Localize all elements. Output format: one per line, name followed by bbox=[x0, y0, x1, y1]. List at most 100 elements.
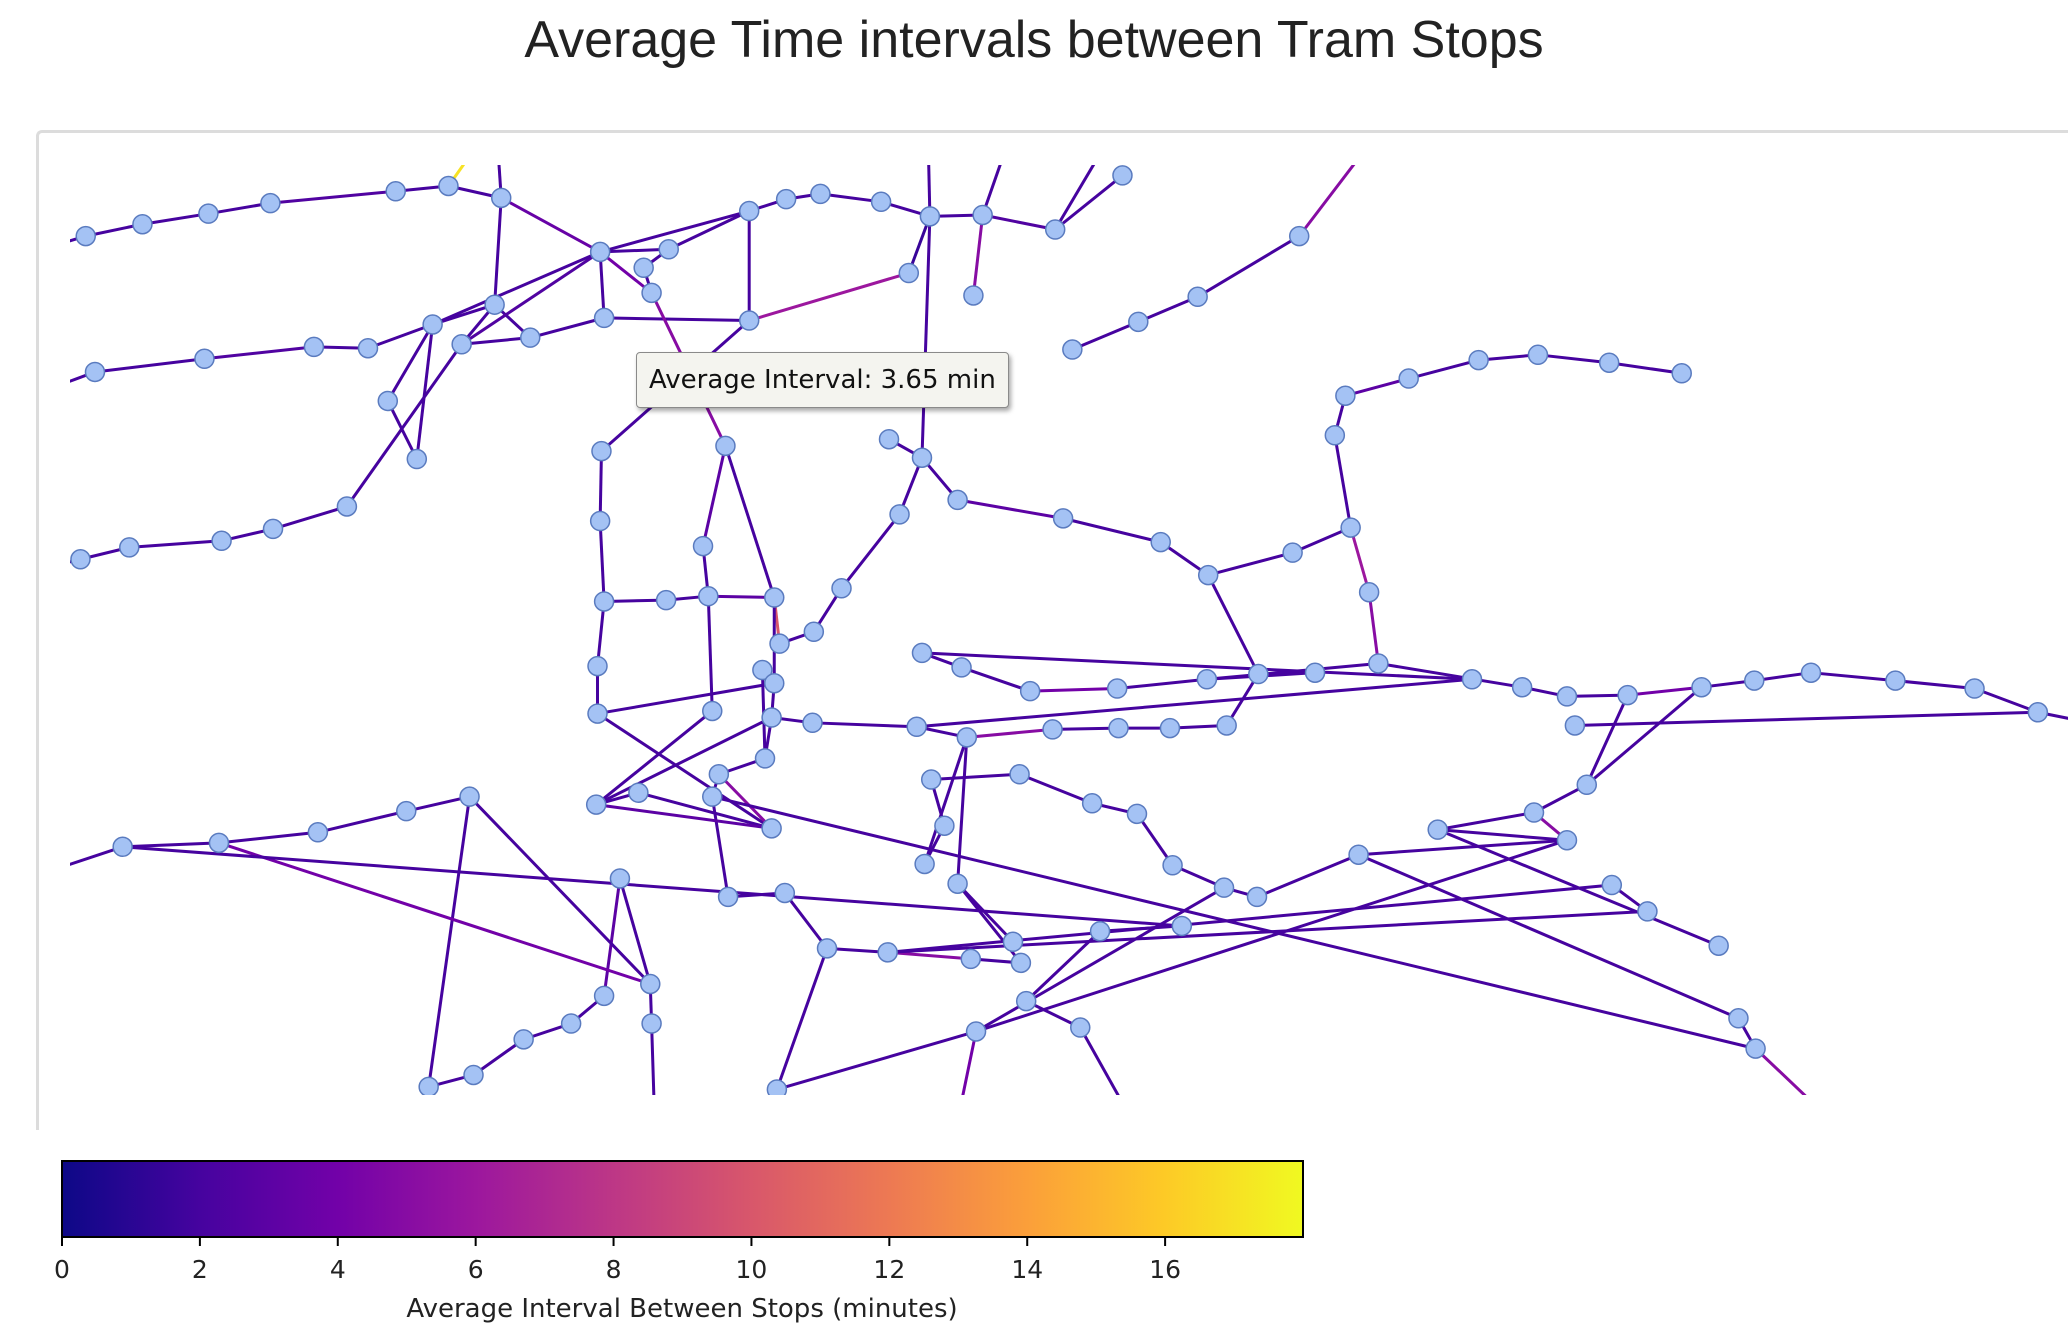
tram-segment[interactable] bbox=[1071, 320, 1139, 351]
tram-stop-marker[interactable] bbox=[1150, 531, 1171, 553]
tram-stop-marker[interactable] bbox=[587, 703, 608, 724]
tram-stop-marker[interactable] bbox=[754, 748, 776, 769]
tram-segment[interactable] bbox=[595, 709, 714, 806]
tram-segment[interactable] bbox=[1754, 1047, 1807, 1098]
tram-segment[interactable] bbox=[923, 736, 969, 865]
tram-stop-marker[interactable] bbox=[1246, 886, 1268, 908]
tram-stop-marker[interactable] bbox=[1089, 920, 1111, 942]
tram-stop-marker[interactable] bbox=[1282, 542, 1303, 563]
tram-segment[interactable] bbox=[1030, 687, 1118, 693]
tram-stop-marker[interactable] bbox=[1081, 793, 1103, 814]
tram-stop-marker[interactable] bbox=[132, 213, 153, 235]
tram-stop-marker[interactable] bbox=[1187, 286, 1208, 308]
tram-stop-marker[interactable] bbox=[919, 206, 941, 227]
tram-stop-marker[interactable] bbox=[194, 348, 215, 370]
tram-stop-marker[interactable] bbox=[802, 712, 823, 734]
tram-segment[interactable] bbox=[920, 216, 932, 458]
tram-segment[interactable] bbox=[529, 316, 605, 340]
tram-stop-marker[interactable] bbox=[774, 882, 796, 904]
tram-stop-marker[interactable] bbox=[870, 191, 892, 213]
tram-segment[interactable] bbox=[596, 601, 606, 667]
tram-segment[interactable] bbox=[701, 445, 727, 547]
tram-stop-marker[interactable] bbox=[589, 510, 611, 532]
tram-stop-marker[interactable] bbox=[911, 642, 933, 664]
tram-segment[interactable] bbox=[1437, 811, 1535, 832]
tram-stop-marker[interactable] bbox=[1213, 877, 1235, 898]
tram-segment[interactable] bbox=[218, 841, 651, 986]
tram-segment[interactable] bbox=[493, 197, 503, 305]
tram-segment[interactable] bbox=[599, 250, 653, 294]
tram-stop-marker[interactable] bbox=[1468, 349, 1489, 371]
tram-segment[interactable] bbox=[1585, 694, 1630, 786]
tram-stop-marker[interactable] bbox=[1248, 663, 1269, 685]
tram-stop-marker[interactable] bbox=[406, 448, 428, 470]
tram-stop-marker[interactable] bbox=[307, 822, 329, 843]
tram-stop-marker[interactable] bbox=[1324, 425, 1346, 446]
tram-segment[interactable] bbox=[386, 323, 434, 402]
tram-segment[interactable] bbox=[711, 795, 1756, 1051]
tram-stop-marker[interactable] bbox=[769, 633, 790, 654]
tram-segment[interactable] bbox=[812, 721, 917, 729]
tram-stop-marker[interactable] bbox=[1171, 915, 1193, 937]
tram-stop-marker[interactable] bbox=[1691, 676, 1712, 698]
tram-segment[interactable] bbox=[468, 795, 652, 986]
tram-stop-marker[interactable] bbox=[914, 853, 935, 875]
tram-stop-marker[interactable] bbox=[702, 700, 723, 722]
tram-segment[interactable] bbox=[650, 1023, 656, 1108]
tram-stop-marker[interactable] bbox=[911, 447, 933, 468]
tram-segment[interactable] bbox=[604, 316, 750, 323]
tram-segment[interactable] bbox=[916, 677, 1473, 729]
tram-stop-marker[interactable] bbox=[764, 672, 785, 694]
tram-stop-marker[interactable] bbox=[965, 1021, 987, 1042]
tram-stop-marker[interactable] bbox=[641, 282, 662, 304]
tram-stop-marker[interactable] bbox=[357, 337, 379, 359]
tram-stop-marker[interactable] bbox=[717, 886, 739, 908]
tram-stop-marker[interactable] bbox=[752, 659, 773, 681]
tram-stop-marker[interactable] bbox=[641, 1013, 662, 1034]
tram-stop-marker[interactable] bbox=[112, 836, 133, 858]
tram-stop-marker[interactable] bbox=[803, 621, 825, 643]
tram-segment[interactable] bbox=[1206, 574, 1260, 675]
tram-stop-marker[interactable] bbox=[764, 587, 785, 608]
tram-segment[interactable] bbox=[1974, 687, 2039, 714]
tram-stop-marker[interactable] bbox=[640, 973, 661, 995]
tram-segment[interactable] bbox=[638, 791, 773, 830]
tram-stop-marker[interactable] bbox=[1564, 715, 1586, 736]
tram-stop-marker[interactable] bbox=[1010, 952, 1032, 974]
tram-stop-marker[interactable] bbox=[1009, 764, 1030, 785]
tram-segment[interactable] bbox=[142, 212, 209, 226]
tram-stop-marker[interactable] bbox=[463, 1064, 484, 1086]
tram-segment[interactable] bbox=[1367, 592, 1380, 664]
tram-segment[interactable] bbox=[602, 878, 622, 997]
tram-segment[interactable] bbox=[960, 1031, 978, 1108]
tram-stop-marker[interactable] bbox=[1108, 717, 1129, 739]
tram-stop-marker[interactable] bbox=[1964, 678, 1985, 699]
tram-stop-marker[interactable] bbox=[1106, 678, 1128, 699]
tram-stop-marker[interactable] bbox=[738, 200, 760, 222]
tram-segment[interactable] bbox=[1207, 551, 1294, 577]
tram-stop-marker[interactable] bbox=[1358, 581, 1380, 603]
tram-stop-marker[interactable] bbox=[956, 727, 978, 748]
tram-stop-marker[interactable] bbox=[1070, 1017, 1091, 1038]
tram-segment[interactable] bbox=[595, 803, 772, 830]
tram-segment[interactable] bbox=[1537, 353, 1610, 365]
tram-stop-marker[interactable] bbox=[1126, 803, 1148, 825]
tram-stop-marker[interactable] bbox=[920, 769, 942, 790]
tram-stop-marker[interactable] bbox=[766, 1079, 788, 1099]
tram-stop-marker[interactable] bbox=[761, 707, 782, 728]
tram-segment[interactable] bbox=[1378, 661, 1523, 689]
tram-segment[interactable] bbox=[1052, 726, 1119, 731]
tram-stop-marker[interactable] bbox=[591, 440, 612, 462]
tram-stop-marker[interactable] bbox=[1304, 662, 1326, 683]
tram-stop-marker[interactable] bbox=[810, 183, 831, 205]
tram-segment[interactable] bbox=[1333, 435, 1353, 528]
tram-segment[interactable] bbox=[208, 201, 271, 216]
tram-segment[interactable] bbox=[597, 681, 775, 716]
tram-segment[interactable] bbox=[840, 513, 901, 590]
tram-stop-marker[interactable] bbox=[715, 435, 736, 457]
tram-segment[interactable] bbox=[427, 796, 472, 1088]
tram-stop-marker[interactable] bbox=[1052, 508, 1074, 529]
tram-stop-marker[interactable] bbox=[1002, 931, 1024, 953]
tram-segment[interactable] bbox=[596, 712, 773, 830]
tram-stop-marker[interactable] bbox=[422, 314, 443, 335]
